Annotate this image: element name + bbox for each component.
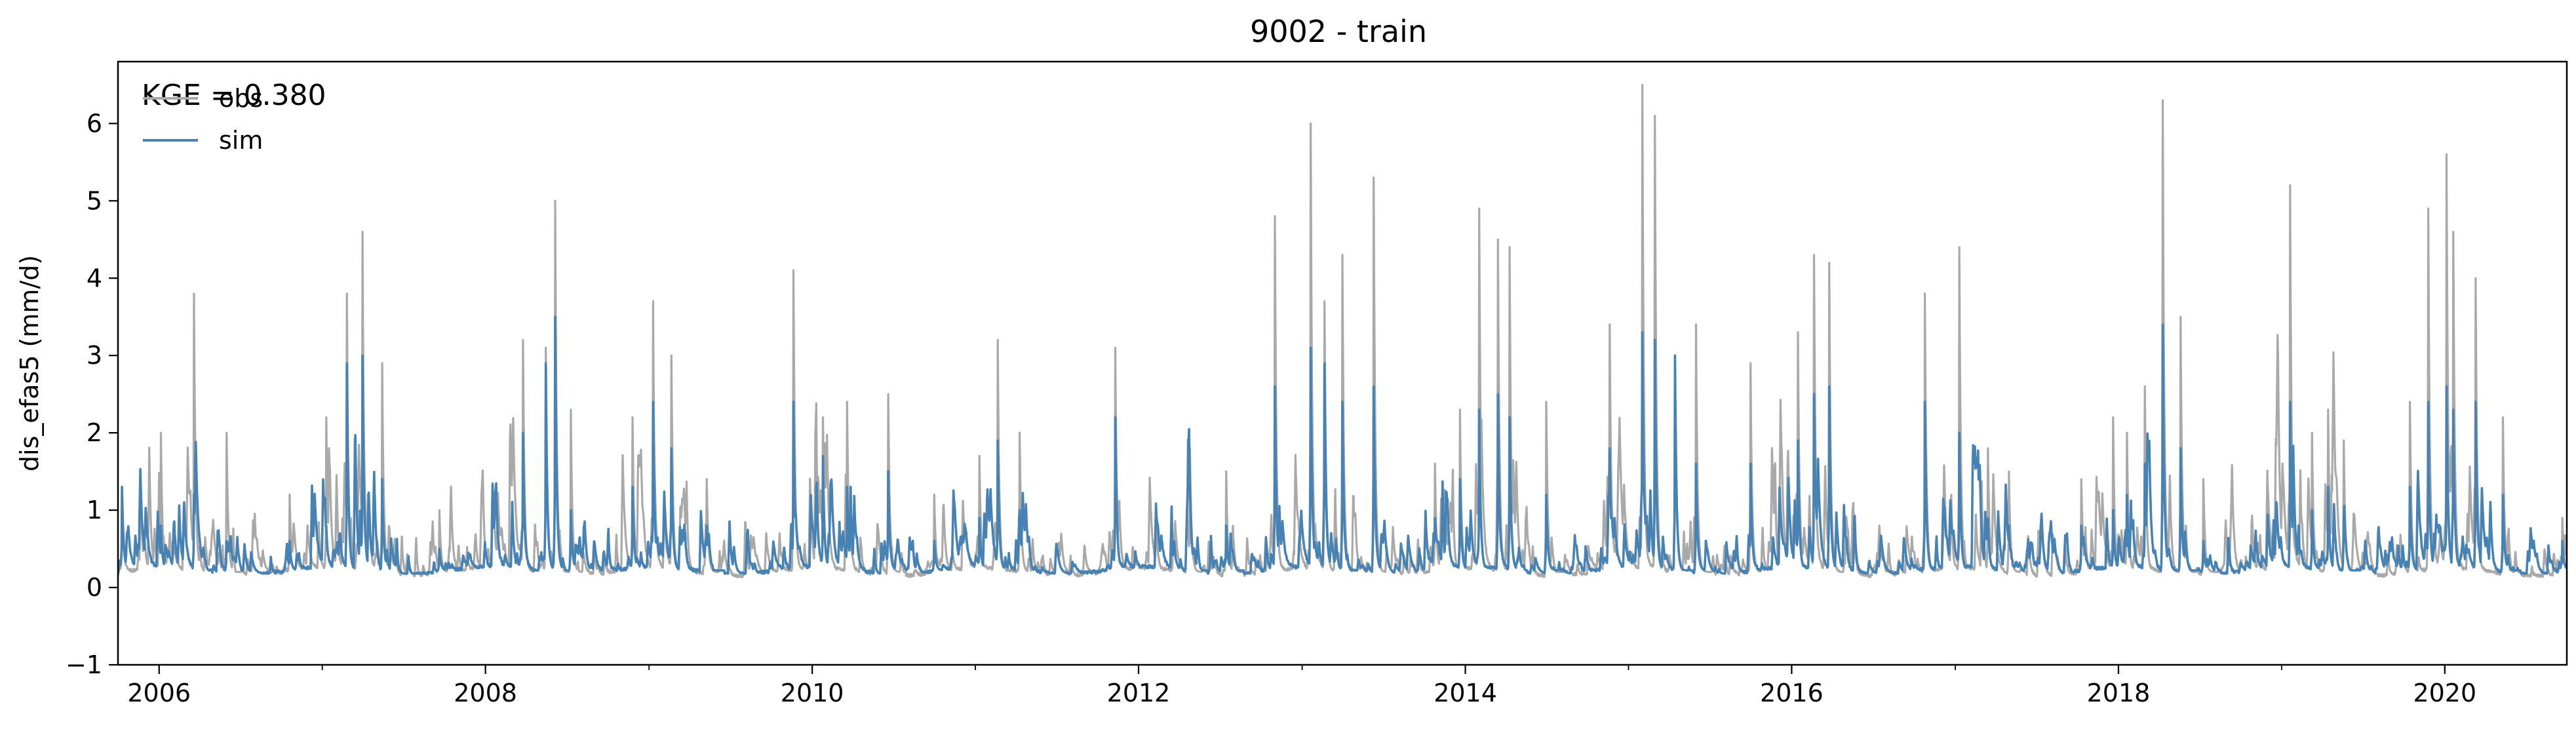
series-layer: [118, 83, 2567, 579]
kge-annotation: KGE = 0.380: [142, 79, 326, 112]
x-tick-label: 2014: [1434, 679, 1497, 707]
x-tick-label: 2020: [2413, 679, 2476, 707]
x-tick-label: 2016: [1760, 679, 1824, 707]
y-tick-label: 0: [87, 573, 102, 602]
chart-title: 9002 - train: [1250, 14, 1427, 49]
x-tick-label: 2018: [2087, 679, 2151, 707]
legend: obs sim: [143, 84, 263, 155]
x-tick-label: 2006: [127, 679, 191, 707]
plot-frame: [117, 60, 2568, 666]
y-tick-label: −1: [66, 650, 102, 679]
y-tick-label: 5: [87, 186, 102, 215]
y-tick-label: 1: [87, 496, 102, 525]
x-tick-label: 2008: [454, 679, 517, 707]
legend-label-obs: obs: [219, 84, 263, 113]
y-tick-label: 6: [87, 109, 102, 138]
y-tick-label: 3: [87, 341, 102, 370]
y-tick-label: 4: [87, 264, 102, 292]
axes-layer: −1 0 1 2 3 4 5 6 2006 2008 2010 2012 2014 2016 2018 202…: [66, 60, 2568, 707]
series-line-sim: [118, 315, 2567, 575]
x-tick-label: 2010: [781, 679, 844, 707]
legend-label-sim: sim: [219, 126, 263, 155]
x-tick-label: 2012: [1107, 679, 1171, 707]
y-tick-label: 2: [87, 418, 102, 447]
y-axis-label: dis_efas5 (mm/d): [15, 255, 44, 471]
